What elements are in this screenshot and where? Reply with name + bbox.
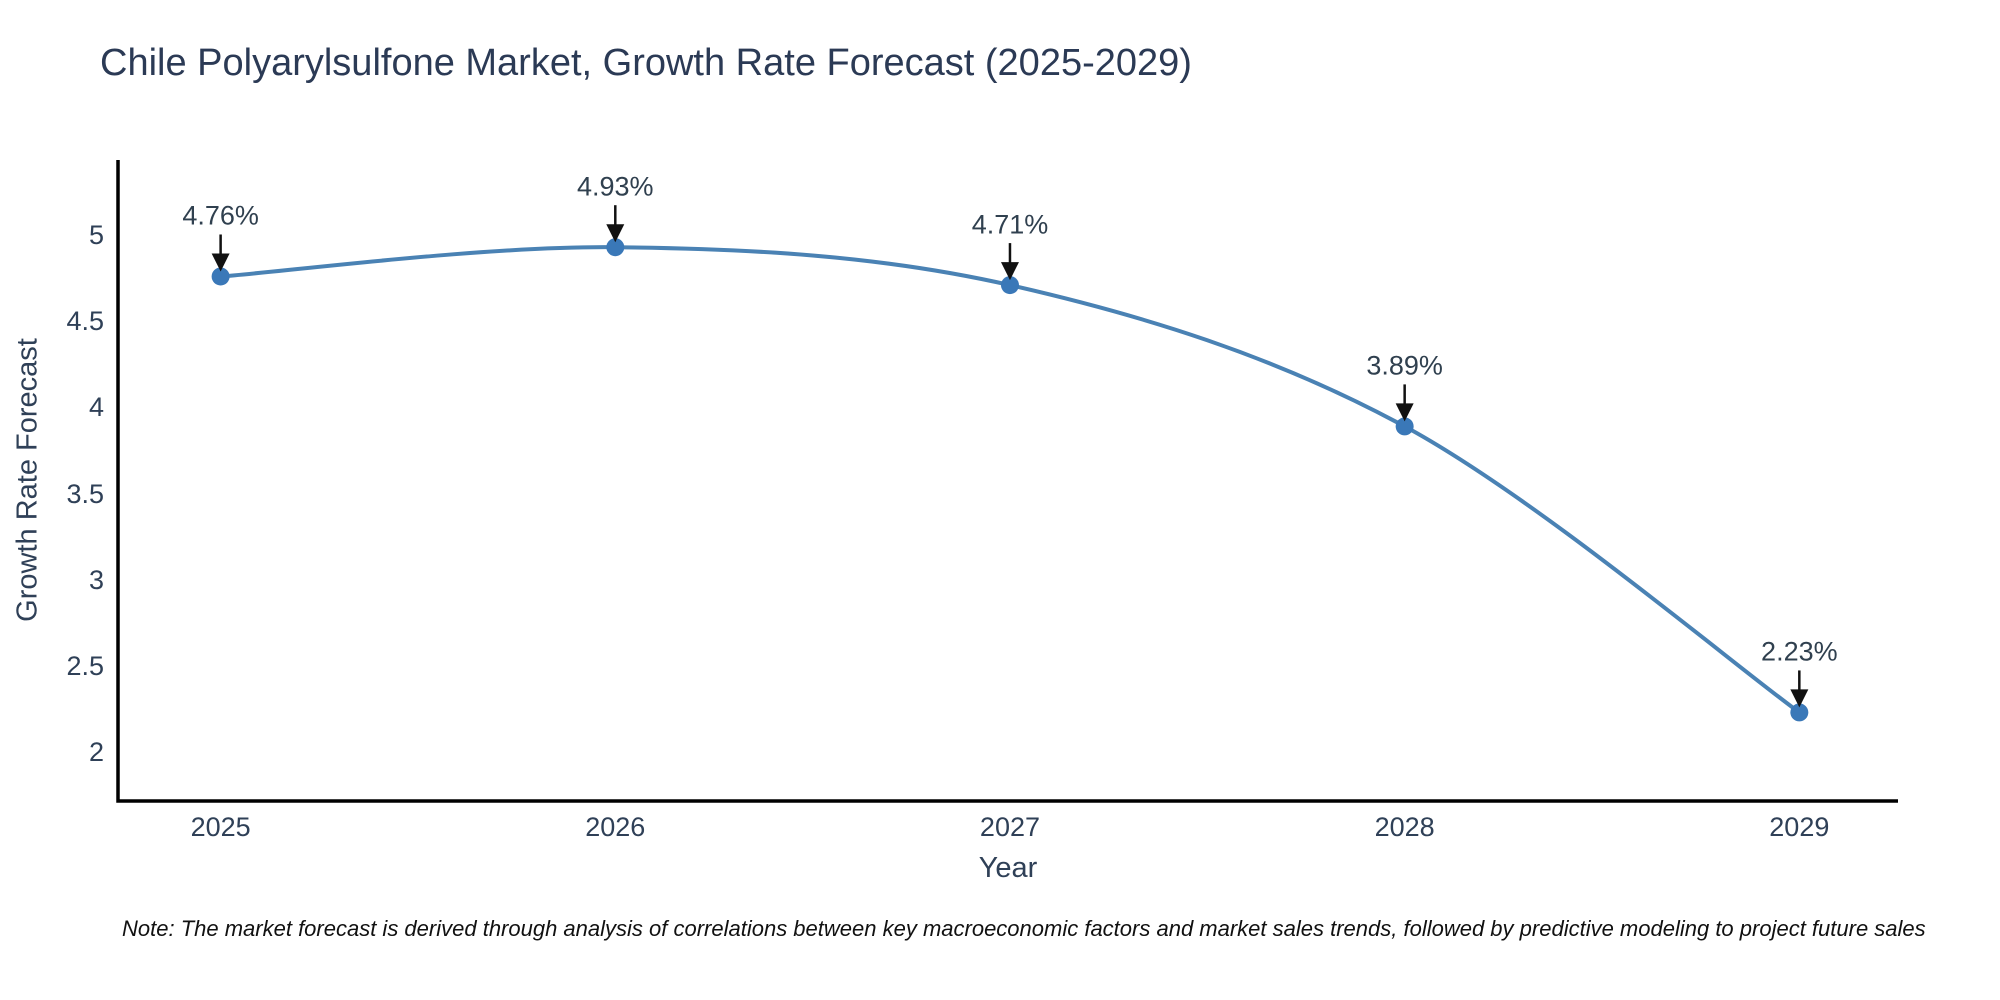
annotation-arrow-head bbox=[1790, 689, 1809, 708]
y-tick-label: 4 bbox=[88, 392, 104, 423]
annotation-arrow-head bbox=[1000, 262, 1019, 281]
y-tick-label: 2.5 bbox=[66, 650, 104, 681]
y-axis-title: Growth Rate Forecast bbox=[11, 338, 44, 622]
annotation-arrow-head bbox=[1395, 403, 1414, 422]
trend-line bbox=[220, 245, 1801, 715]
data-point-marker bbox=[1000, 276, 1019, 295]
chart-note: Note: The market forecast is derived thr… bbox=[122, 916, 1926, 941]
x-tick-label: 2025 bbox=[190, 812, 251, 842]
y-tick-label: 2 bbox=[88, 737, 104, 768]
y-tick-label: 5 bbox=[88, 220, 104, 251]
data-point-marker bbox=[1790, 703, 1809, 722]
data-point-marker bbox=[1395, 417, 1414, 436]
point-label: 3.89% bbox=[1366, 350, 1443, 381]
annotation-arrow-head bbox=[606, 224, 625, 243]
chart-title: Chile Polyarylsulfone Market, Growth Rat… bbox=[100, 42, 1192, 84]
x-tick-label: 2026 bbox=[585, 812, 646, 842]
axis-lines bbox=[116, 160, 1898, 803]
data-point-marker bbox=[606, 238, 625, 257]
point-label: 4.93% bbox=[577, 171, 654, 202]
y-tick-label: 4.5 bbox=[66, 306, 104, 337]
y-tick-label: 3 bbox=[88, 564, 104, 595]
data-point-marker bbox=[211, 267, 230, 286]
x-axis-title: Year bbox=[978, 852, 1038, 884]
point-label: 4.71% bbox=[971, 209, 1049, 240]
x-tick-label: 2028 bbox=[1374, 812, 1435, 842]
x-tick-label: 2029 bbox=[1769, 812, 1830, 842]
annotation-arrow-head bbox=[211, 253, 230, 272]
point-label: 2.23% bbox=[1761, 636, 1838, 667]
point-label: 4.76% bbox=[182, 200, 259, 231]
x-tick-label: 2027 bbox=[979, 812, 1041, 842]
y-tick-label: 3.5 bbox=[66, 478, 104, 509]
